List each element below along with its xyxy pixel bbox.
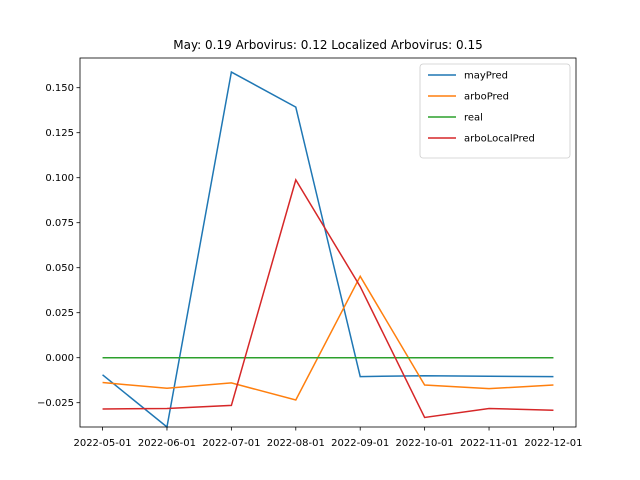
legend-label-arboLocalPred: arboLocalPred <box>464 134 535 145</box>
y-tick-label: 0.100 <box>45 173 74 184</box>
x-tick-label: 2022-05-01 <box>73 438 131 449</box>
chart-title: May: 0.19 Arbovirus: 0.12 Localized Arbo… <box>173 38 483 52</box>
y-tick-label: 0.050 <box>45 263 74 274</box>
legend: mayPred arboPred real arboLocalPred <box>419 63 571 159</box>
y-tick-label: −0.025 <box>37 398 74 409</box>
series-line-arboPred <box>102 274 554 401</box>
legend-label-real: real <box>464 113 483 124</box>
series-line-mayPred <box>102 70 554 429</box>
y-tick-label: 0.025 <box>45 308 74 319</box>
x-tick-label: 2022-07-01 <box>202 438 260 449</box>
y-tick-label: 0.125 <box>45 128 74 139</box>
x-tick-label: 2022-08-01 <box>267 438 325 449</box>
y-axis: −0.025 0.000 0.025 0.050 0.075 0.100 0.125 0.15… <box>37 83 80 409</box>
legend-box <box>419 63 571 159</box>
series-layer <box>102 70 554 429</box>
x-tick-label: 2022-10-01 <box>396 438 454 449</box>
y-tick-label: 0.000 <box>45 353 74 364</box>
x-tick-label: 2022-06-01 <box>138 438 196 449</box>
series-line-arboLocalPred <box>102 177 554 419</box>
x-tick-label: 2022-11-01 <box>460 438 518 449</box>
legend-label-arboPred: arboPred <box>464 92 509 103</box>
x-axis: 2022-05-01 2022-06-01 2022-07-01 2022-08-01… <box>73 427 583 449</box>
y-tick-label: 0.075 <box>45 218 74 229</box>
plot-frame <box>79 57 577 428</box>
y-tick-label: 0.150 <box>45 83 74 94</box>
x-tick-label: 2022-09-01 <box>331 438 389 449</box>
x-tick-label: 2022-12-01 <box>524 438 582 449</box>
legend-label-mayPred: mayPred <box>464 71 508 82</box>
